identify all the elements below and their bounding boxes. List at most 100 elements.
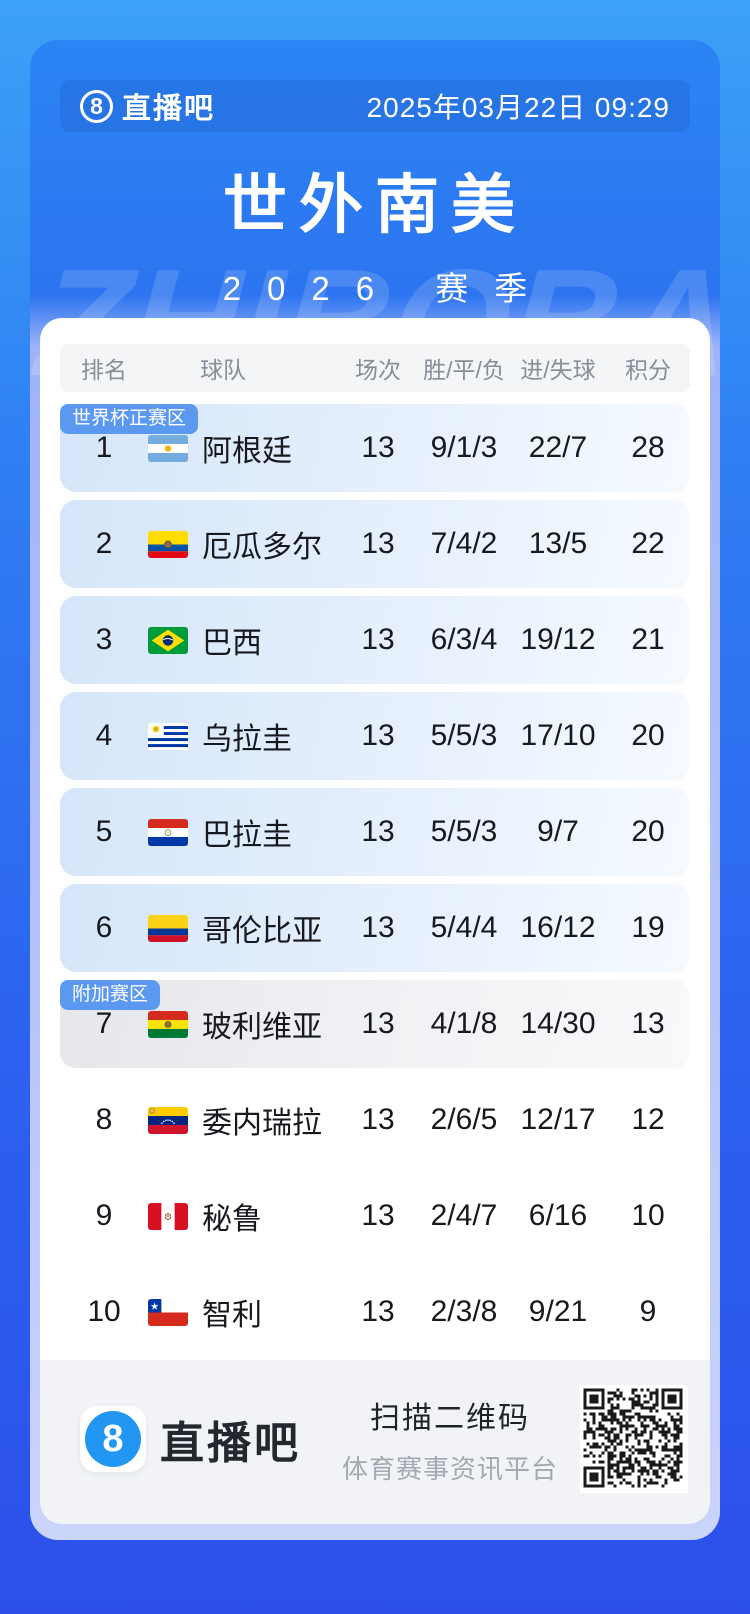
points-cell: 21 [631,623,665,656]
goals-cell: 17/10 [520,719,596,752]
goals-cell: 14/30 [520,1007,596,1040]
rank-cell: 9 [95,1199,113,1232]
zhibo8-app-icon-glyph: 8 [85,1411,141,1467]
brand-logo: 8 直播吧 [80,85,215,127]
rank-cell: 3 [95,623,113,656]
table-row: 2 厄瓜多尔 13 7/4/2 13/5 22 [60,500,690,588]
points-cell: 20 [631,815,665,848]
played-cell: 13 [361,431,395,464]
wdl-cell: 5/5/3 [430,815,498,848]
flag-uruguay [148,722,188,750]
rank-cell: 5 [95,815,113,848]
team-name: 乌拉圭 [202,723,292,756]
standings-card: 排名 球队 场次 胜/平/负 进/失球 积分 世界杯正赛区 1 阿根廷 13 9/1/3… [40,318,710,1360]
team-name: 阿根廷 [202,435,292,468]
table-header-row: 排名 球队 场次 胜/平/负 进/失球 积分 [60,344,690,392]
wdl-cell: 2/3/8 [430,1295,498,1328]
table-row: 10 智利 13 2/3/8 9/21 9 [60,1268,690,1356]
rank-cell: 8 [95,1103,113,1136]
wdl-cell: 9/1/3 [430,431,498,464]
brand-name: 直播吧 [122,93,216,125]
played-cell: 13 [361,1295,395,1328]
qr-caption: 扫描二维码 体育赛事资讯平台 [342,1393,558,1486]
points-cell: 9 [639,1295,657,1328]
standings-rows: 世界杯正赛区 1 阿根廷 13 9/1/3 22/7 28 2 厄瓜多尔 13 7/4/2 13/5 2… [60,404,690,1356]
flag-bolivia [148,1010,188,1038]
wdl-cell: 5/4/4 [430,911,498,944]
zhibo8-app-icon: 8 [80,1406,146,1472]
flag-chile [148,1298,188,1326]
card-inner: 排名 球队 场次 胜/平/负 进/失球 积分 世界杯正赛区 1 阿根廷 13 9/1/3… [40,318,710,1530]
points-cell: 13 [631,1007,665,1040]
team-cell: 阿根廷 [148,426,338,470]
wdl-cell: 2/4/7 [430,1199,498,1232]
flag-colombia [148,914,188,942]
flag-ecuador [148,530,188,558]
page-title: 世外南美 [223,169,527,241]
rank-cell: 4 [95,719,113,752]
goals-cell: 13/5 [528,527,588,560]
poster-card: ZHIBOBA 8 直播吧 2025年03月22日 09:29 世外南美 202… [30,40,720,1540]
rank-cell: 7 [95,1007,113,1040]
rank-cell: 2 [95,527,113,560]
team-cell: 巴拉圭 [148,810,338,854]
played-cell: 13 [361,527,395,560]
points-cell: 10 [631,1199,665,1232]
goals-cell: 9/21 [528,1295,588,1328]
col-header-played: 场次 [355,357,401,383]
team-name: 玻利维亚 [202,1011,322,1044]
team-name: 智利 [202,1299,262,1332]
team-cell: 厄瓜多尔 [148,522,338,566]
team-name: 委内瑞拉 [202,1107,322,1140]
wdl-cell: 5/5/3 [430,719,498,752]
table-row: 6 哥伦比亚 13 5/4/4 16/12 19 [60,884,690,972]
played-cell: 13 [361,815,395,848]
team-cell: 智利 [148,1290,338,1334]
qr-subtitle: 体育赛事资讯平台 [341,1453,558,1484]
wdl-cell: 6/3/4 [430,623,498,656]
played-cell: 13 [361,911,395,944]
goals-cell: 6/16 [528,1199,588,1232]
points-cell: 12 [631,1103,665,1136]
footer-bar: 8 直播吧 扫描二维码 体育赛事资讯平台 [40,1360,710,1524]
rank-cell: 1 [95,431,113,464]
team-cell: 巴西 [148,618,338,662]
wdl-cell: 7/4/2 [430,527,498,560]
qr-code [580,1385,688,1493]
table-row: 9 秘鲁 13 2/4/7 6/16 10 [60,1172,690,1260]
col-header-rank: 排名 [81,357,127,383]
team-name: 厄瓜多尔 [202,531,322,564]
wdl-cell: 2/6/5 [430,1103,498,1136]
played-cell: 13 [361,719,395,752]
col-header-goals: 进/失球 [520,357,596,383]
rank-cell: 6 [95,911,113,944]
flag-peru [148,1202,188,1230]
zone-badge: 世界杯正赛区 [60,404,199,434]
zone-badge: 附加赛区 [60,980,161,1010]
goals-cell: 12/17 [520,1103,596,1136]
col-header-points: 积分 [625,357,671,383]
played-cell: 13 [361,1199,395,1232]
team-name: 巴拉圭 [202,819,292,852]
team-cell: 乌拉圭 [148,714,338,758]
zhibo8-logo-icon: 8 [80,89,113,123]
goals-cell: 22/7 [528,431,588,464]
points-cell: 20 [631,719,665,752]
team-name: 秘鲁 [202,1203,262,1236]
table-row: 4 乌拉圭 13 5/5/3 17/10 20 [60,692,690,780]
col-header-wdl: 胜/平/负 [423,357,505,383]
played-cell: 13 [361,623,395,656]
goals-cell: 16/12 [520,911,596,944]
points-cell: 19 [631,911,665,944]
played-cell: 13 [361,1103,395,1136]
flag-paraguay [148,818,188,846]
season-subtitle: 2026 赛季 [222,270,554,307]
flag-venezuela [148,1106,188,1134]
team-cell: 哥伦比亚 [148,906,338,950]
team-cell: 委内瑞拉 [148,1098,338,1142]
goals-cell: 9/7 [537,815,579,848]
footer-brand-name: 直播吧 [160,1419,301,1468]
team-cell: 秘鲁 [148,1194,338,1238]
flag-brazil [148,626,188,654]
team-name: 巴西 [202,627,262,660]
